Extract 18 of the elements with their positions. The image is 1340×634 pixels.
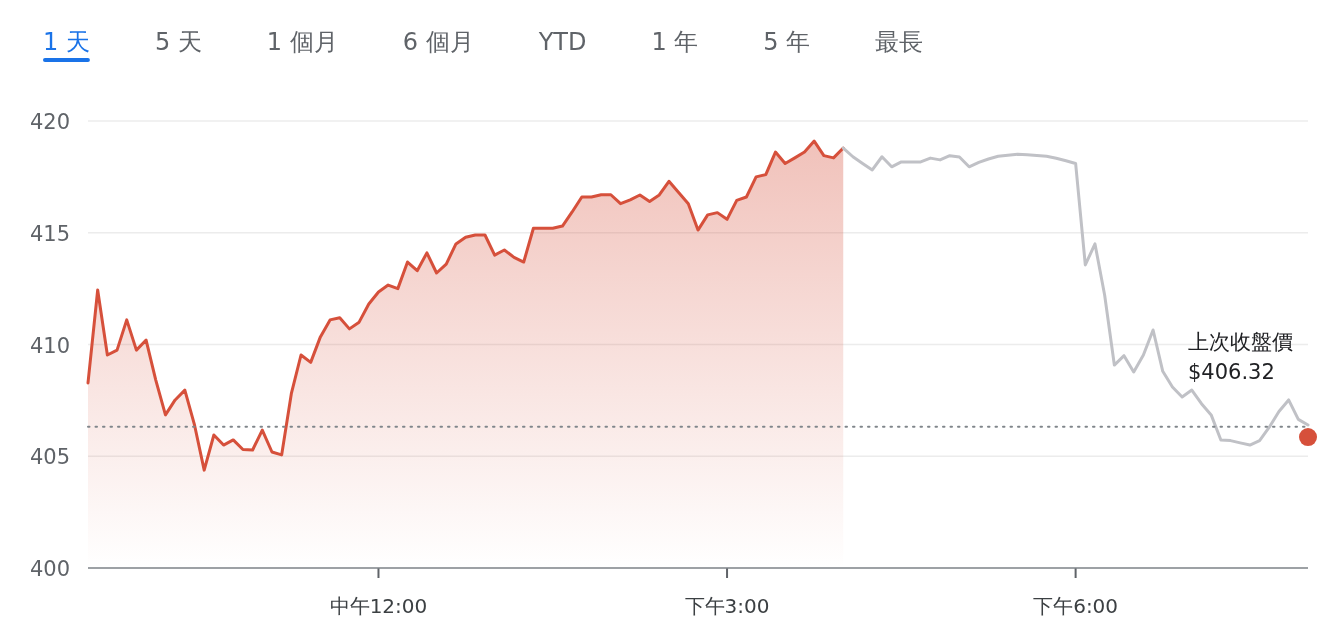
x-tick-label: 中午12:00 (329, 594, 428, 618)
line-series (841, 146, 1310, 447)
text: 5 天 (154, 28, 202, 56)
text: 5 年 (763, 28, 811, 56)
y-tick-label: 410 (29, 333, 70, 358)
y-tick-label: 420 (29, 110, 70, 134)
y-tick-label: 405 (29, 445, 70, 470)
x-tick-label: 下午6:00 (1033, 594, 1119, 618)
text: 1 個月 (266, 28, 338, 56)
text: 1 年 (651, 28, 699, 56)
ref-line-label: 上次收盤價 $406.32 (1188, 328, 1294, 386)
text: YTD (537, 28, 587, 56)
text: 1 天 (43, 28, 90, 56)
y-tick-label: 400 (29, 557, 70, 581)
y-tick-label: 415 (29, 221, 70, 246)
x-tick-label: 下午3:00 (684, 594, 770, 618)
text: 6 個月 (402, 28, 474, 56)
text: 最長 (875, 28, 924, 56)
